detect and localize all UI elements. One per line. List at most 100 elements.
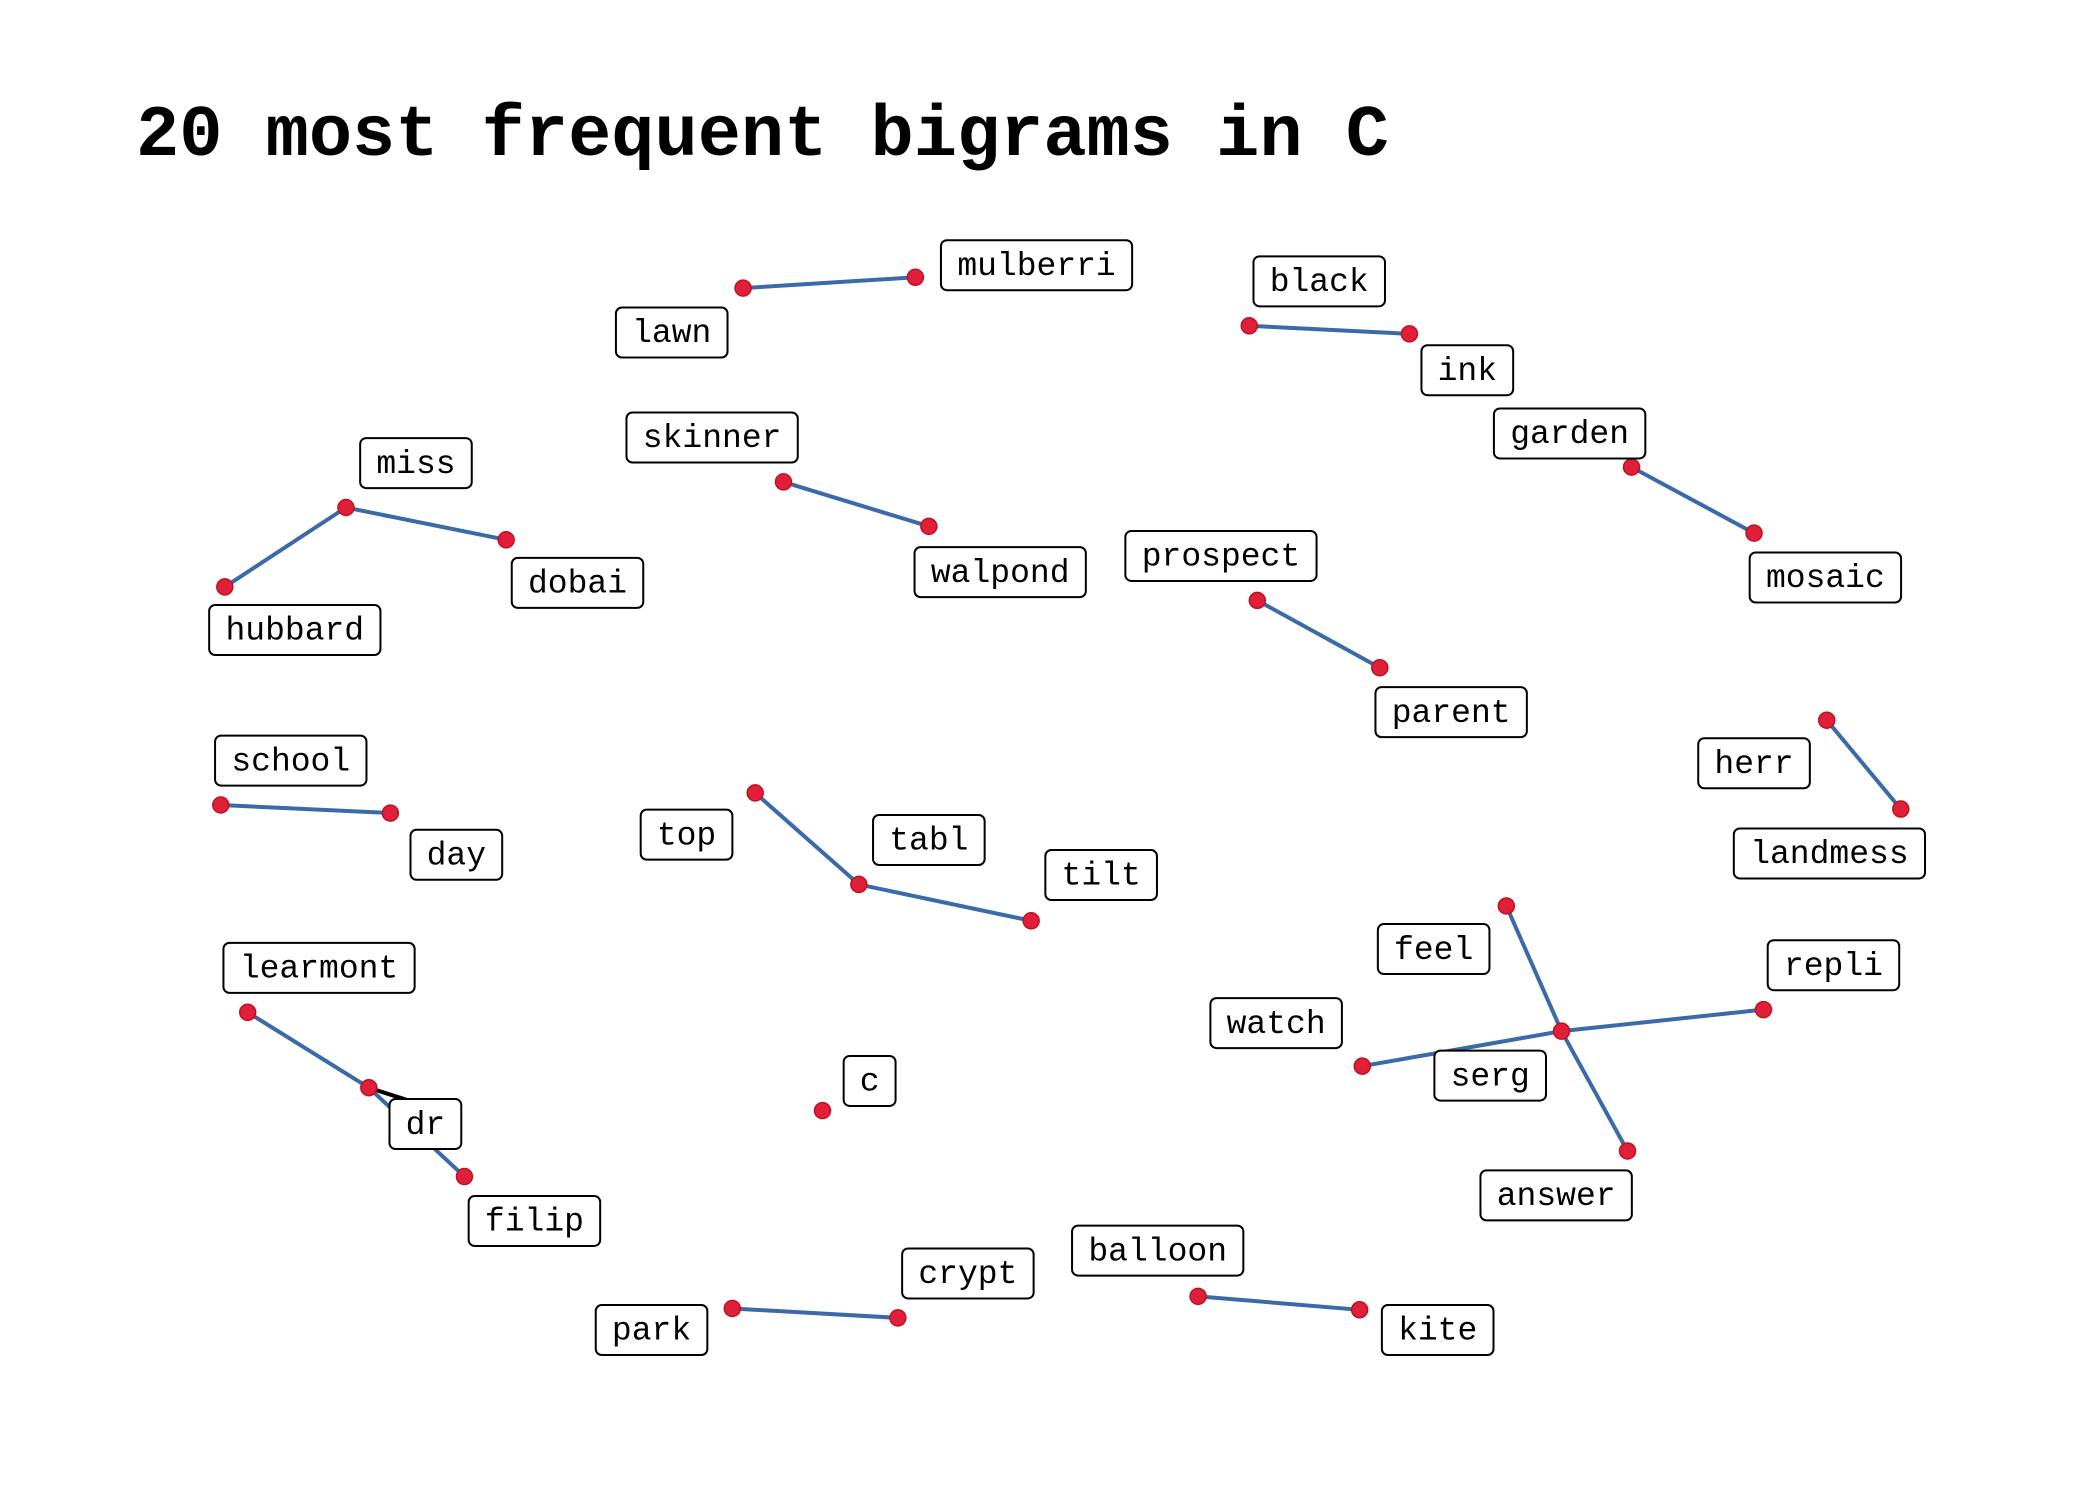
node-dot-dr bbox=[360, 1078, 378, 1097]
node-label-kite: kite bbox=[1380, 1304, 1495, 1356]
node-label-mulberri: mulberri bbox=[939, 239, 1134, 292]
edge-top-tabl bbox=[753, 790, 861, 887]
node-label-box bbox=[510, 556, 645, 609]
node-label-top: top bbox=[639, 808, 734, 861]
node-label-repli: repli bbox=[1766, 939, 1901, 992]
node-label-box bbox=[614, 306, 729, 359]
node-label-parent: parent bbox=[1374, 686, 1528, 739]
node-label-mosaic: mosaic bbox=[1748, 551, 1903, 604]
node-label-text: skinner bbox=[643, 420, 782, 457]
node-dot-filip bbox=[455, 1167, 474, 1186]
node-label-dr: dr bbox=[388, 1098, 463, 1151]
node-label-text: park bbox=[612, 1313, 691, 1350]
node-label-box bbox=[1697, 737, 1811, 790]
node-label-box bbox=[913, 546, 1087, 599]
nodes-layer bbox=[212, 268, 1910, 1327]
node-label-box bbox=[208, 604, 382, 656]
node-label-text: top bbox=[657, 817, 716, 854]
node-label-garden: garden bbox=[1492, 407, 1647, 460]
node-label-box bbox=[1479, 1169, 1633, 1222]
node-dot-crypt bbox=[889, 1309, 907, 1327]
edge-serg-repli bbox=[1559, 1007, 1766, 1034]
node-label-walpond: walpond bbox=[913, 546, 1087, 599]
node-label-text: tilt bbox=[1062, 858, 1141, 895]
node-dot-c bbox=[813, 1101, 832, 1120]
node-label-herr: herr bbox=[1697, 737, 1811, 790]
node-label-text: ink bbox=[1438, 353, 1497, 390]
edge-balloon-kite bbox=[1196, 1294, 1362, 1312]
node-label-text: tabl bbox=[889, 823, 968, 860]
node-label-landmess: landmess bbox=[1732, 827, 1927, 880]
edge-serg-watch bbox=[1360, 1029, 1564, 1069]
edge-school-day bbox=[218, 803, 393, 816]
node-dot-day bbox=[381, 804, 400, 822]
node-label-box bbox=[901, 1247, 1035, 1300]
node-label-text: black bbox=[1270, 264, 1369, 301]
node-label-prospect: prospect bbox=[1124, 529, 1318, 582]
node-label-box bbox=[1044, 849, 1158, 901]
node-label-box bbox=[872, 814, 986, 866]
edge-miss-hubbard bbox=[222, 505, 348, 589]
node-label-text: dobai bbox=[528, 566, 627, 603]
node-label-text: garden bbox=[1510, 416, 1629, 453]
node-label-text: feel bbox=[1394, 932, 1473, 969]
node-dot-ink bbox=[1400, 325, 1419, 343]
node-label-serg: serg bbox=[1433, 1049, 1547, 1102]
node-label-text: learmont bbox=[240, 951, 398, 988]
node-label-tabl: tabl bbox=[872, 814, 986, 866]
node-label-text: kite bbox=[1398, 1313, 1477, 1350]
node-label-text: serg bbox=[1451, 1058, 1530, 1095]
edge-park-crypt bbox=[730, 1306, 900, 1320]
node-label-text: answer bbox=[1497, 1178, 1616, 1215]
node-dot-landmess bbox=[1892, 800, 1910, 818]
node-label-box bbox=[1374, 686, 1528, 739]
node-label-box bbox=[1071, 1224, 1245, 1277]
edge-serg-answer bbox=[1559, 1029, 1630, 1153]
node-label-text: school bbox=[231, 743, 350, 780]
node-label-c: c bbox=[842, 1054, 897, 1107]
node-label-black: black bbox=[1252, 255, 1386, 308]
node-label-text: walpond bbox=[931, 555, 1070, 592]
edge-herr-landmess bbox=[1824, 718, 1903, 812]
node-dot-lawn bbox=[734, 279, 752, 297]
node-dot-kite bbox=[1350, 1301, 1369, 1319]
node-label-crypt: crypt bbox=[901, 1247, 1035, 1300]
node-label-day: day bbox=[409, 828, 504, 881]
node-dot-mosaic bbox=[1745, 524, 1763, 542]
edge-miss-dobai bbox=[343, 505, 509, 542]
node-label-box bbox=[388, 1098, 463, 1151]
node-label-box bbox=[1433, 1049, 1547, 1102]
edge-garden-mosaic bbox=[1629, 465, 1757, 536]
node-dot-hubbard bbox=[216, 578, 234, 596]
node-label-box bbox=[939, 239, 1134, 292]
node-label-text: lawn bbox=[632, 315, 711, 352]
node-label-park: park bbox=[594, 1304, 709, 1356]
node-dot-repli bbox=[1754, 1000, 1773, 1019]
node-dot-answer bbox=[1618, 1142, 1637, 1160]
node-dot-walpond bbox=[920, 517, 938, 536]
node-dot-parent bbox=[1371, 658, 1389, 677]
node-label-text: day bbox=[427, 838, 486, 875]
node-label-box bbox=[1766, 939, 1901, 992]
edges-layer bbox=[218, 275, 1903, 1320]
node-dot-black bbox=[1240, 317, 1258, 335]
node-label-skinner: skinner bbox=[625, 411, 799, 464]
node-label-box bbox=[1748, 551, 1903, 604]
node-label-box bbox=[1380, 1304, 1495, 1356]
edge-serg-feel bbox=[1504, 903, 1564, 1034]
node-label-text: landmess bbox=[1750, 836, 1908, 873]
node-label-box bbox=[359, 437, 473, 490]
node-label-feel: feel bbox=[1376, 923, 1491, 976]
labels-layer: mulberri lawn black ink garden mosaic skinner w… bbox=[208, 239, 1927, 1356]
node-label-text: herr bbox=[1714, 746, 1793, 783]
node-label-tilt: tilt bbox=[1044, 849, 1158, 901]
node-dot-tilt bbox=[1022, 912, 1040, 930]
node-dot-watch bbox=[1353, 1057, 1372, 1075]
node-label-balloon: balloon bbox=[1071, 1224, 1245, 1277]
node-dot-feel bbox=[1497, 897, 1516, 915]
node-dot-learmont bbox=[238, 1003, 257, 1022]
node-label-box bbox=[1420, 344, 1515, 397]
edge-prospect-parent bbox=[1255, 598, 1382, 670]
node-label-school: school bbox=[214, 734, 368, 787]
